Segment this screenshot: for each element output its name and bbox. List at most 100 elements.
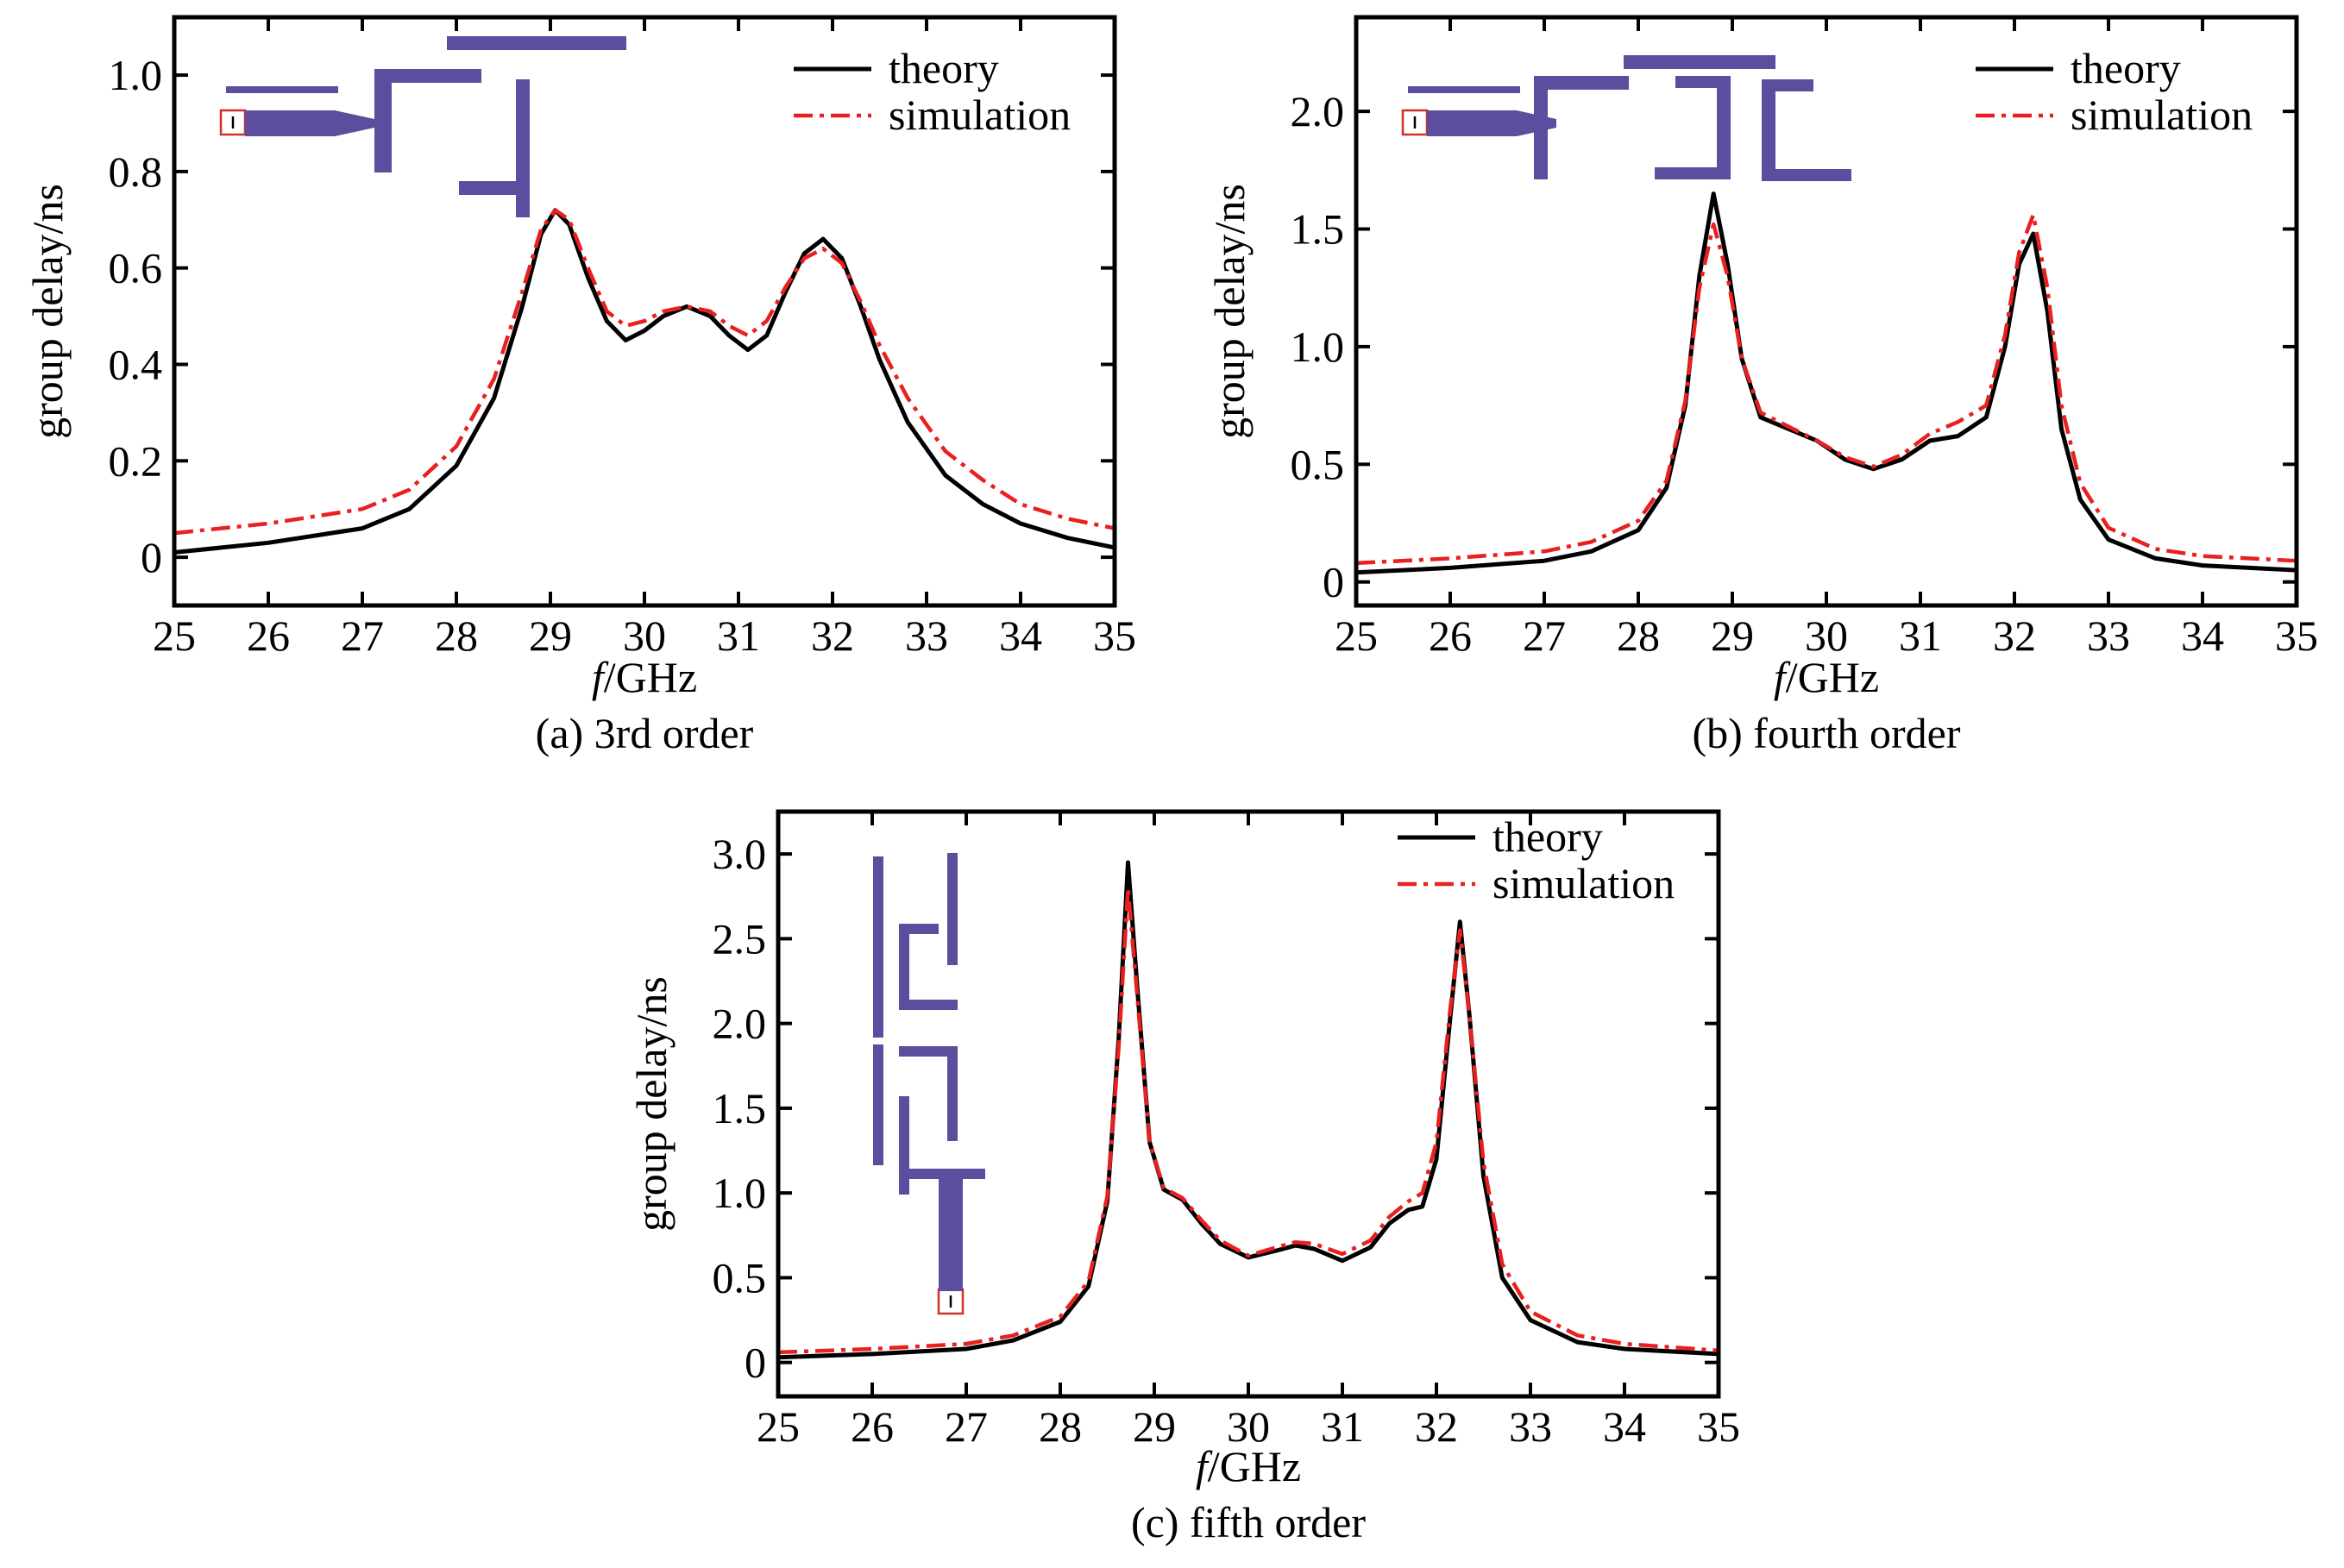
x-tick-label: 29 [529, 612, 572, 660]
x-tick-label: 33 [2087, 612, 2130, 660]
layout-strip [1534, 76, 1629, 90]
layout-strip [947, 1046, 958, 1141]
x-axis-label: f/GHz [1196, 1442, 1301, 1490]
layout-strip [1717, 76, 1731, 179]
x-tick-label: 35 [2275, 612, 2318, 660]
y-tick-label: 0.6 [109, 244, 163, 292]
layout-strip [1762, 79, 1813, 91]
filter-layout-inset [219, 36, 626, 217]
y-tick-label: 0.2 [109, 436, 163, 485]
feed-line [1427, 110, 1556, 136]
y-axis-label: group delay/ns [1205, 184, 1254, 439]
layout-strip [873, 856, 883, 1038]
y-tick-label: 3.0 [713, 830, 767, 878]
y-tick-label: 2.0 [1291, 87, 1345, 135]
x-tick-label: 35 [1697, 1402, 1740, 1451]
x-tick-label: 33 [905, 612, 948, 660]
legend-label-theory: theory [1492, 812, 1603, 861]
chart-panel-2: 25 26 27 28 29 30 31 32 33 34 35 0 0.5 1.0 1.5 2.0 theor… [1205, 15, 2318, 757]
y-axis-label: group delay/ns [23, 184, 72, 439]
x-tick-label: 29 [1133, 1402, 1176, 1451]
layout-strip [899, 924, 909, 1010]
plot-frame [172, 15, 1117, 608]
x-tick-label: 34 [2181, 612, 2224, 660]
series-line-simulation [173, 208, 1115, 536]
x-tick-label: 26 [851, 1402, 894, 1451]
x-tick-label: 30 [1227, 1402, 1270, 1451]
y-tick-label: 0.5 [713, 1253, 767, 1301]
layout-strip [1624, 55, 1775, 69]
layout-strip [516, 79, 530, 217]
x-tick-label: 31 [1899, 612, 1942, 660]
x-tick-label: 28 [1617, 612, 1660, 660]
layout-strip [1655, 167, 1731, 179]
y-tick-label: 0 [141, 533, 162, 581]
series-line-theory [173, 208, 1115, 555]
layout-strip [374, 69, 392, 172]
y-tick-label: 0 [745, 1339, 766, 1387]
x-tick-label: 27 [945, 1402, 988, 1451]
y-tick-label: 1.0 [1291, 323, 1345, 371]
x-tick-label: 25 [757, 1402, 800, 1451]
legend-label-theory: theory [889, 44, 999, 92]
x-tick-label: 26 [1429, 612, 1472, 660]
feed-line [245, 110, 374, 136]
layout-strip [947, 853, 958, 965]
layout-strip [1408, 86, 1520, 93]
filter-layout-inset [1401, 55, 1851, 181]
chart-panel-1: 25 26 27 28 29 30 31 32 33 34 35 0 0.2 0.4 0.6 0.8 1.0 th… [23, 15, 1136, 757]
series-line-theory [1355, 191, 2297, 575]
x-tick-label: 34 [999, 612, 1042, 660]
layout-strip [899, 1169, 985, 1179]
x-tick-label: 28 [1039, 1402, 1082, 1451]
layout-strip [374, 69, 481, 83]
layout-strip [459, 181, 530, 195]
x-tick-label: 32 [1993, 612, 2036, 660]
x-tick-label: 35 [1093, 612, 1136, 660]
x-tick-label: 32 [1415, 1402, 1458, 1451]
x-axis-label-unit: /GHz [604, 653, 697, 701]
y-tick-label: 0 [1323, 558, 1344, 606]
x-tick-label: 30 [623, 612, 666, 660]
x-tick-label: 33 [1509, 1402, 1552, 1451]
x-tick-label: 32 [811, 612, 854, 660]
y-tick-label: 1.5 [713, 1084, 767, 1132]
x-axis-label-unit: /GHz [1786, 653, 1879, 701]
legend-label-simulation: simulation [1492, 859, 1675, 907]
series-line-simulation [777, 886, 1719, 1355]
x-tick-label: 27 [341, 612, 384, 660]
y-tick-label: 1.0 [713, 1169, 767, 1217]
x-axis-label: f/GHz [1774, 653, 1879, 701]
plot-frame [776, 809, 1721, 1399]
layout-strip [1762, 169, 1851, 181]
legend-label-theory: theory [2071, 44, 2181, 92]
layout-strip [899, 1046, 958, 1057]
x-tick-label: 29 [1711, 612, 1754, 660]
layout-strip [226, 86, 338, 93]
y-tick-label: 0.5 [1291, 440, 1345, 488]
x-tick-label: 31 [1321, 1402, 1364, 1451]
x-axis-label-unit: /GHz [1208, 1442, 1301, 1490]
legend-label-simulation: simulation [2071, 91, 2253, 139]
layout-strip [1675, 76, 1729, 88]
x-tick-label: 31 [717, 612, 760, 660]
plot-frame [1354, 15, 2299, 608]
series-line-theory [777, 860, 1719, 1360]
x-tick-label: 25 [1335, 612, 1378, 660]
y-tick-label: 1.5 [1291, 205, 1345, 254]
legend-label-simulation: simulation [889, 91, 1071, 139]
y-tick-label: 2.5 [713, 914, 767, 963]
chart-panel-3: 25 26 27 28 29 30 31 32 33 34 35 0 0.5 1.0 1.5 2.0 2.5 3.… [627, 809, 1740, 1546]
layout-strip [899, 1096, 909, 1195]
layout-strip [873, 1044, 883, 1165]
layout-strip [899, 1000, 958, 1010]
x-tick-label: 34 [1603, 1402, 1646, 1451]
feed-line [939, 1179, 963, 1291]
y-tick-label: 2.0 [713, 1000, 767, 1048]
layout-strip [899, 924, 939, 934]
y-axis-label: group delay/ns [627, 976, 676, 1232]
y-tick-label: 1.0 [109, 51, 163, 99]
x-tick-label: 28 [435, 612, 478, 660]
x-tick-label: 30 [1805, 612, 1848, 660]
